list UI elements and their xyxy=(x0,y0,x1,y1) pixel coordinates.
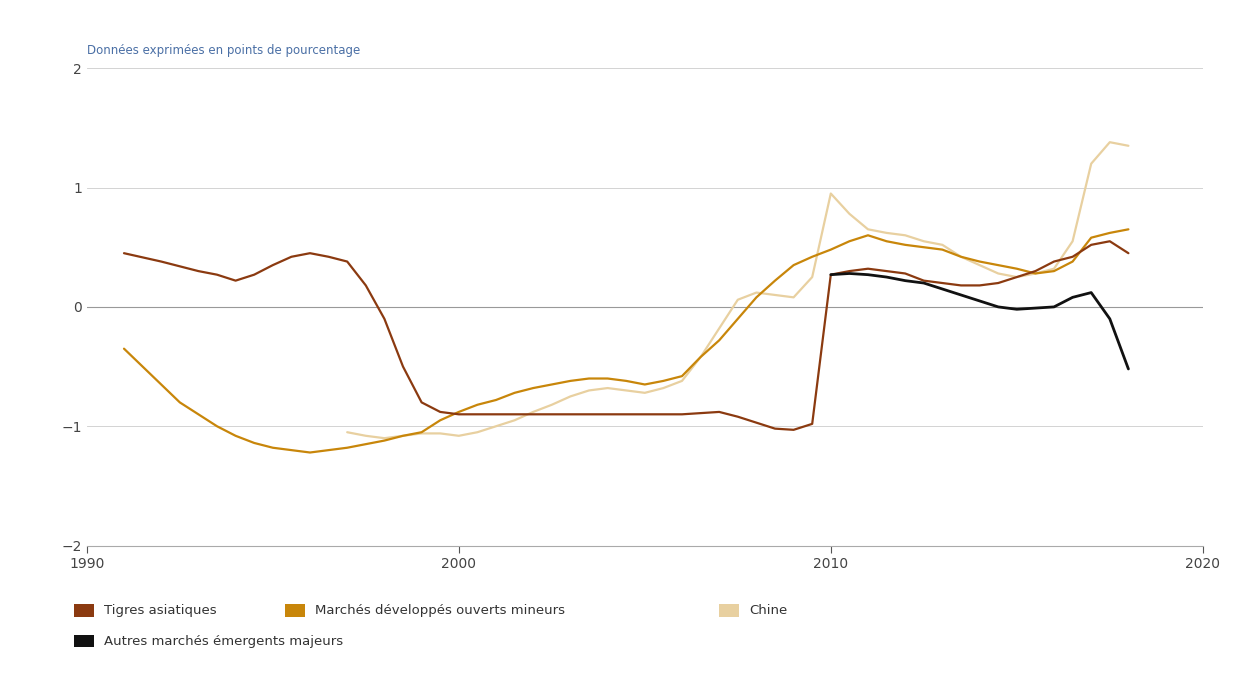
Text: Autres marchés émergents majeurs: Autres marchés émergents majeurs xyxy=(104,634,343,648)
Text: Marchés développés ouverts mineurs: Marchés développés ouverts mineurs xyxy=(315,604,565,617)
Text: Chine: Chine xyxy=(749,604,787,617)
Text: Données exprimées en points de pourcentage: Données exprimées en points de pourcenta… xyxy=(87,44,360,57)
Text: Tigres asiatiques: Tigres asiatiques xyxy=(104,604,217,617)
